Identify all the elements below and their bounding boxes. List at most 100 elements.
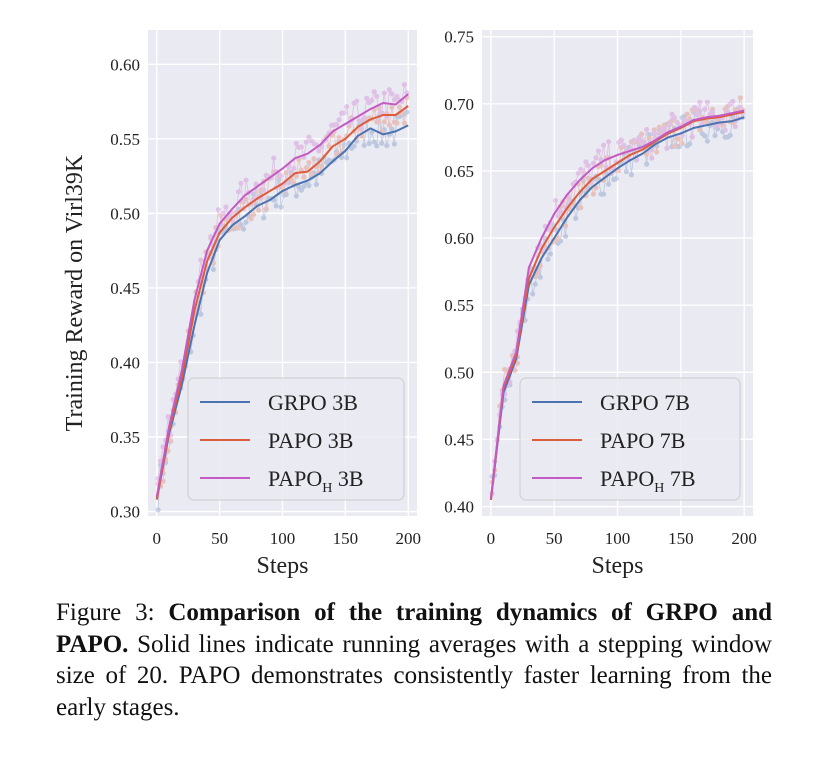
raw-point: [636, 134, 642, 141]
x-tick-label: 200: [731, 529, 757, 548]
raw-point: [381, 90, 387, 96]
y-tick-label: 0.65: [444, 162, 474, 181]
raw-point: [578, 205, 584, 211]
raw-point: [636, 139, 642, 145]
raw-point: [359, 125, 365, 132]
series-line: [489, 116, 745, 501]
raw-point: [676, 136, 683, 142]
raw-point: [298, 144, 304, 150]
raw-point: [654, 149, 660, 155]
raw-point: [669, 111, 675, 117]
raw-point: [369, 97, 375, 103]
legend: GRPO 7B PAPO 7B PAPOH 7B: [519, 377, 741, 501]
raw-point: [638, 138, 645, 144]
raw-point: [318, 163, 325, 169]
raw-point: [714, 126, 721, 132]
raw-point: [391, 141, 397, 147]
raw-point: [727, 132, 733, 138]
raw-point: [366, 140, 372, 147]
raw-point: [308, 171, 315, 177]
raw-point: [674, 119, 680, 125]
raw-point: [243, 177, 249, 183]
raw-point: [656, 127, 662, 133]
y-tick-label: 0.50: [110, 204, 140, 223]
raw-point: [661, 122, 667, 128]
raw-point: [671, 114, 678, 121]
raw-point: [379, 140, 385, 146]
raw-point: [240, 226, 247, 232]
raw-point: [507, 382, 513, 388]
raw-point: [278, 204, 284, 210]
y-tick-label: 0.45: [444, 430, 474, 449]
raw-point: [401, 111, 408, 117]
raw-point: [641, 139, 647, 145]
raw-point: [656, 131, 662, 137]
raw-point: [396, 104, 403, 110]
raw-point: [611, 176, 617, 183]
raw-point: [656, 124, 662, 130]
raw-point: [621, 142, 627, 148]
raw-point: [585, 163, 591, 169]
raw-point: [258, 188, 264, 194]
raw-point: [638, 131, 645, 137]
raw-point: [659, 129, 665, 135]
raw-point: [555, 240, 561, 246]
raw-point: [720, 122, 726, 128]
raw-point: [394, 93, 400, 99]
raw-point: [671, 143, 678, 149]
raw-point: [666, 121, 673, 128]
raw-point: [220, 210, 227, 217]
raw-point: [288, 169, 294, 175]
raw-point: [311, 170, 317, 176]
legend-label: PAPOH 3B: [268, 466, 364, 496]
raw-point: [366, 100, 372, 106]
y-tick-label: 0.40: [444, 498, 474, 517]
raw-point: [198, 311, 204, 317]
y-tick-label: 0.60: [110, 55, 140, 74]
raw-point: [313, 181, 320, 188]
x-tick-label: 100: [270, 529, 296, 548]
raw-point: [727, 101, 733, 107]
raw-point: [580, 169, 586, 175]
x-axis-title: Steps: [256, 553, 308, 579]
raw-point: [248, 215, 254, 221]
raw-point: [633, 157, 640, 163]
caption-bold-title: Comparison of the training dynamics of G…: [56, 599, 773, 658]
raw-point: [555, 236, 561, 242]
series-line: [155, 105, 409, 500]
raw-point: [600, 191, 607, 197]
raw-point: [626, 144, 632, 150]
raw-point: [704, 138, 711, 144]
raw-point: [552, 197, 559, 204]
raw-point: [261, 187, 267, 193]
raw-point: [679, 140, 685, 147]
raw-point: [697, 127, 703, 133]
chart-panel-3b: 0 50 100 150 200 0.30 0.35 0.40 0.45 0.50 0.55 0.60…: [62, 30, 421, 579]
raw-point: [381, 126, 387, 133]
raw-point: [286, 179, 292, 186]
raw-point: [371, 89, 377, 95]
raw-point: [682, 113, 688, 119]
raw-point: [664, 145, 670, 151]
raw-point: [238, 180, 244, 186]
raw-point: [253, 181, 259, 187]
raw-point: [328, 122, 335, 128]
raw-point: [389, 126, 395, 132]
y-tick-label: 0.45: [110, 279, 140, 298]
raw-point: [338, 110, 345, 116]
raw-point: [336, 135, 342, 141]
raw-point: [248, 216, 254, 222]
raw-point: [697, 108, 703, 114]
raw-point: [631, 139, 637, 145]
y-tick-label: 0.70: [444, 95, 474, 114]
y-tick-label: 0.50: [444, 363, 474, 382]
raw-point: [396, 113, 403, 120]
raw-point: [344, 103, 350, 110]
figure-caption: Figure 3: Comparison of the training dyn…: [56, 597, 772, 723]
raw-point: [735, 106, 741, 112]
raw-point: [606, 181, 612, 187]
raw-point: [359, 118, 365, 124]
raw-point: [692, 110, 698, 116]
raw-point: [235, 225, 242, 231]
raw-point: [230, 226, 237, 232]
